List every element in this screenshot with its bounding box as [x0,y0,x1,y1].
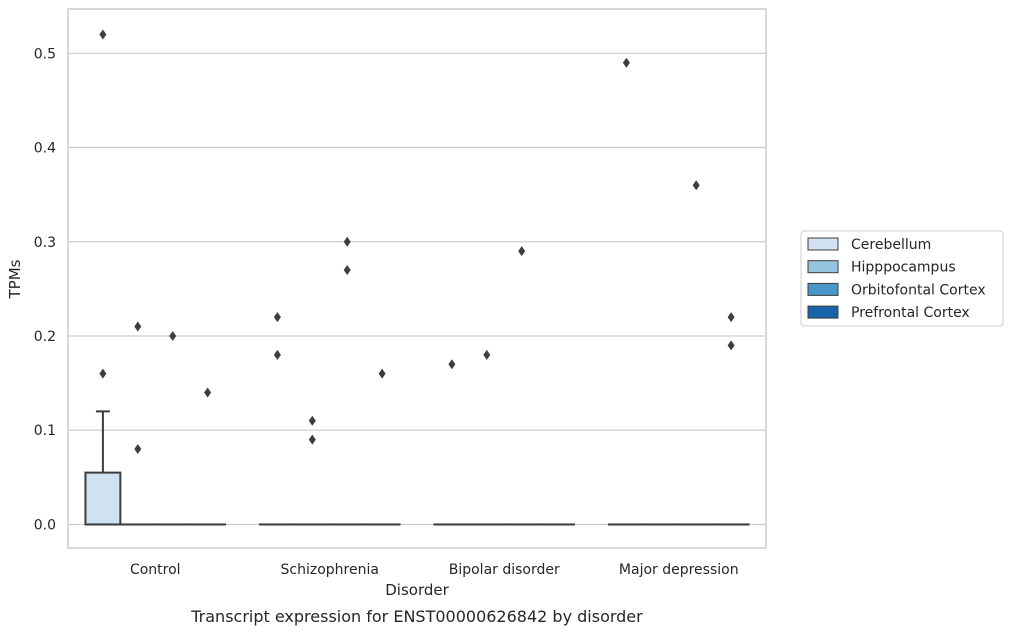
outlier-point [99,368,107,379]
legend: Cerebellum Hipppocampus Orbitofontal Corte… [800,230,1004,327]
x-tick-label: Bipolar disorder [449,562,560,578]
outlier-point [343,236,351,247]
outlier-point [273,312,281,323]
outlier-point [622,57,630,68]
y-tick-label: 0.0 [34,517,56,533]
legend-label: Prefrontal Cortex [851,305,970,321]
legend-swatch [807,282,839,296]
outlier-point [727,312,735,323]
legend-swatch [807,260,839,274]
box-group [119,321,157,526]
x-tick-label: Schizophrenia [281,562,379,578]
box-group [84,29,122,526]
legend-label: Cerebellum [851,237,931,253]
y-axis-ticks: 0.0 0.1 0.2 0.3 0.4 0.5 [34,46,56,533]
box-group [503,246,541,526]
x-axis-ticks: Control Schizophrenia Bipolar disorder Majo… [130,562,739,578]
box-group [154,330,192,526]
box-group [363,368,401,526]
legend-label: Hipppocampus [851,260,956,276]
box-group [468,349,506,526]
plot-frame [67,8,767,549]
outlier-point [692,180,700,191]
box-group [258,312,296,526]
outlier-point [308,415,316,426]
outlier-point [727,340,735,351]
outlier-point [134,444,142,455]
outlier-point [483,349,491,360]
outlier-point [518,246,526,257]
outlier-point [308,434,316,445]
plot-marks [84,29,750,526]
legend-swatch [807,237,839,251]
x-axis-label: Disorder [385,581,449,599]
outlier-point [99,29,107,40]
outlier-point [169,330,177,341]
outlier-point [448,359,456,370]
box-group [328,236,366,526]
outlier-point [204,387,212,398]
legend-swatch [807,305,839,319]
outlier-point [134,321,142,332]
outlier-point [378,368,386,379]
x-tick-label: Control [130,562,181,578]
box-group [433,359,471,526]
x-tick-label: Major depression [619,562,739,578]
y-tick-label: 0.5 [34,46,56,62]
box-group [712,312,750,526]
box-group [607,57,645,526]
box-group [677,180,715,526]
outlier-point [273,349,281,360]
box-group [189,387,227,526]
box-group [293,415,331,526]
y-tick-label: 0.1 [34,423,56,439]
grid-lines [68,52,766,526]
outlier-point [343,265,351,276]
y-tick-label: 0.4 [34,141,56,157]
legend-label: Orbitofontal Cortex [851,282,986,298]
legend-frame [800,230,1004,327]
y-tick-label: 0.2 [34,329,56,345]
y-axis-label: TPMs [6,259,24,299]
y-tick-label: 0.3 [34,235,56,251]
chart-caption: Transcript expression for ENST0000062684… [190,607,643,626]
box [84,471,122,526]
